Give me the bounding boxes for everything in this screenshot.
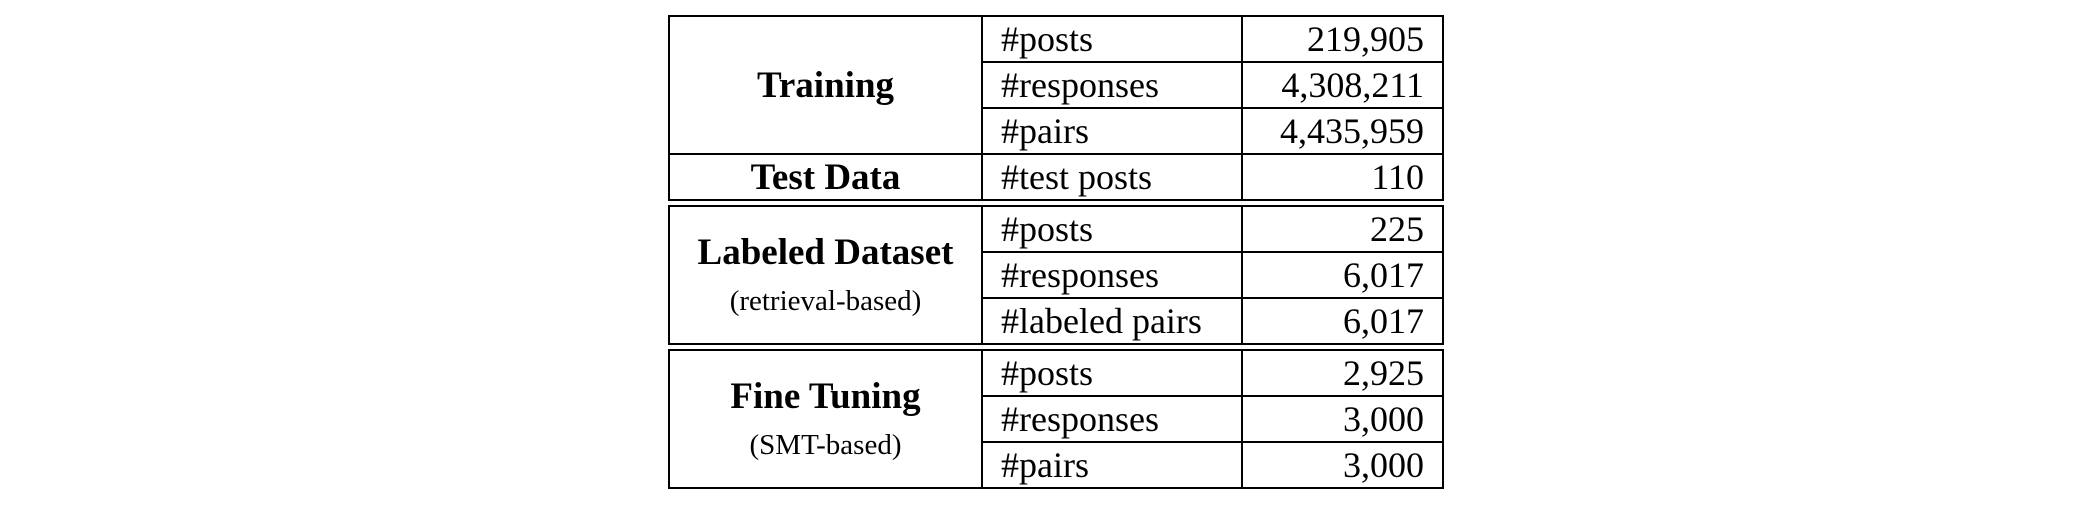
table-row: Fine Tuning (SMT-based) #posts 2,925 (668, 349, 1444, 489)
row-value: 3,000 (1241, 395, 1444, 443)
group-subtitle: (SMT-based) (749, 429, 902, 461)
dataset-statistics-table: Training #posts 219,905 #responses 4,308… (668, 15, 1444, 489)
row-value: 3,000 (1241, 441, 1444, 489)
table-row: Training #posts 219,905 (668, 15, 1444, 155)
row-value: 225 (1241, 205, 1444, 253)
group-subtitle: (retrieval-based) (729, 285, 922, 317)
row-value: 6,017 (1241, 297, 1444, 345)
group-title: Fine Tuning (730, 376, 921, 417)
row-label: #posts (981, 15, 1243, 63)
group-title: Training (756, 64, 895, 106)
group-cell-labeled-dataset: Labeled Dataset (retrieval-based) (668, 205, 983, 345)
row-label: #posts (981, 205, 1243, 253)
row-value: 4,435,959 (1241, 107, 1444, 155)
table-row: Test Data #test posts 110 (668, 153, 1444, 201)
row-label: #pairs (981, 107, 1243, 155)
group-cell-fine-tuning: Fine Tuning (SMT-based) (668, 349, 983, 489)
group-title: Test Data (750, 156, 901, 198)
row-value: 219,905 (1241, 15, 1444, 63)
row-label: #posts (981, 349, 1243, 397)
table-row: Labeled Dataset (retrieval-based) #posts… (668, 205, 1444, 345)
row-value: 110 (1241, 153, 1444, 201)
row-label: #responses (981, 251, 1243, 299)
table-row: #responses 4,308,211 (669, 61, 1444, 109)
row-label: #labeled pairs (981, 297, 1243, 345)
row-value: 6,017 (1241, 251, 1444, 299)
group-title: Labeled Dataset (697, 232, 954, 273)
group-cell-training: Training (668, 15, 983, 155)
row-value: 4,308,211 (1241, 61, 1444, 109)
group-cell-test-data: Test Data (668, 153, 983, 201)
table-row: #pairs 3,000 (669, 441, 1444, 489)
dataset-statistics-table-wrapper: Training #posts 219,905 #responses 4,308… (668, 15, 1444, 489)
table-row: #labeled pairs 6,017 (669, 297, 1444, 345)
table-row: #responses 3,000 (669, 395, 1444, 443)
table-row: #responses 6,017 (669, 251, 1444, 299)
row-value: 2,925 (1241, 349, 1444, 397)
table-row: #pairs 4,435,959 (669, 107, 1444, 155)
row-label: #test posts (981, 153, 1243, 201)
row-label: #pairs (981, 441, 1243, 489)
row-label: #responses (981, 61, 1243, 109)
row-label: #responses (981, 395, 1243, 443)
